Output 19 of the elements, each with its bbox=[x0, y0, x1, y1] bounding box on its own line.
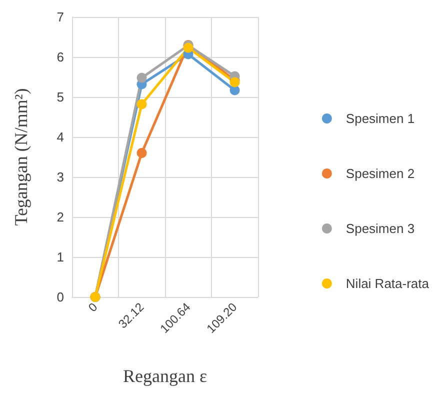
y-tick-label: 1 bbox=[56, 250, 64, 264]
y-tick-label: 4 bbox=[56, 130, 64, 144]
y-tick-label: 6 bbox=[56, 50, 64, 64]
x-axis-title: Regangan ε bbox=[122, 366, 208, 386]
legend-label: Spesimen 3 bbox=[346, 221, 415, 236]
y-axis-title: Tegangan (N/mm²) bbox=[11, 88, 31, 226]
legend-label: Spesimen 2 bbox=[346, 166, 415, 181]
y-tick-label: 3 bbox=[56, 170, 64, 184]
point bbox=[136, 72, 147, 83]
legend-label: Spesimen 1 bbox=[346, 111, 415, 126]
x-tick-label: 0 bbox=[86, 300, 100, 315]
y-tick-label: 5 bbox=[56, 90, 64, 104]
y-tick-label: 0 bbox=[56, 290, 64, 304]
y-tick-label: 7 bbox=[56, 10, 64, 24]
legend-label: Nilai Rata-rata bbox=[346, 276, 430, 291]
y-tick-label: 2 bbox=[56, 210, 64, 224]
point bbox=[136, 148, 147, 158]
point bbox=[136, 99, 147, 110]
point bbox=[183, 42, 194, 53]
